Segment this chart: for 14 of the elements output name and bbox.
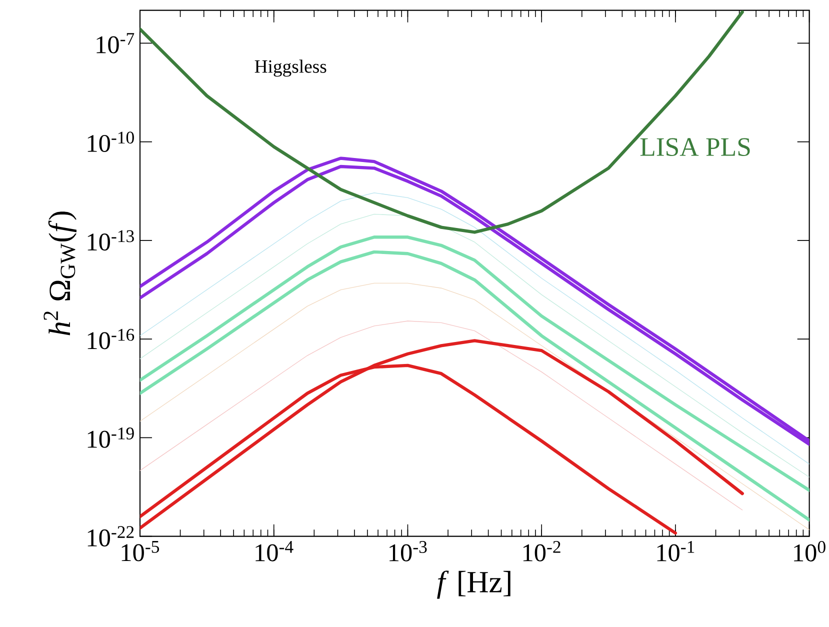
y-tick-label: 10$^{-16}$ — [88, 328, 134, 350]
y-tick-label: 10$^{-7}$ — [96, 33, 134, 54]
x-tick-label: 10$^{-1}$ — [657, 541, 694, 562]
x-tick-label: 10$^{-3}$ — [390, 541, 427, 562]
y-tick-label: 10$^{-10}$ — [88, 132, 134, 152]
y-axis-title: h$^{2}$ Ω$_{GW}$(f) — [44, 212, 76, 336]
x-tick-label: 10$^{-4}$ — [256, 541, 294, 562]
x-tick-label: 10$^{-2}$ — [523, 541, 560, 562]
annotation: Higgsless — [254, 60, 326, 77]
x-axis-title: f [Hz] — [437, 570, 510, 599]
x-tick-label: 10$^{0}$ — [794, 541, 826, 562]
y-tick-label: 10$^{-13}$ — [88, 230, 134, 251]
y-tick-label: 10$^{-19}$ — [88, 428, 134, 448]
series-label: LISA PLS — [640, 138, 750, 156]
